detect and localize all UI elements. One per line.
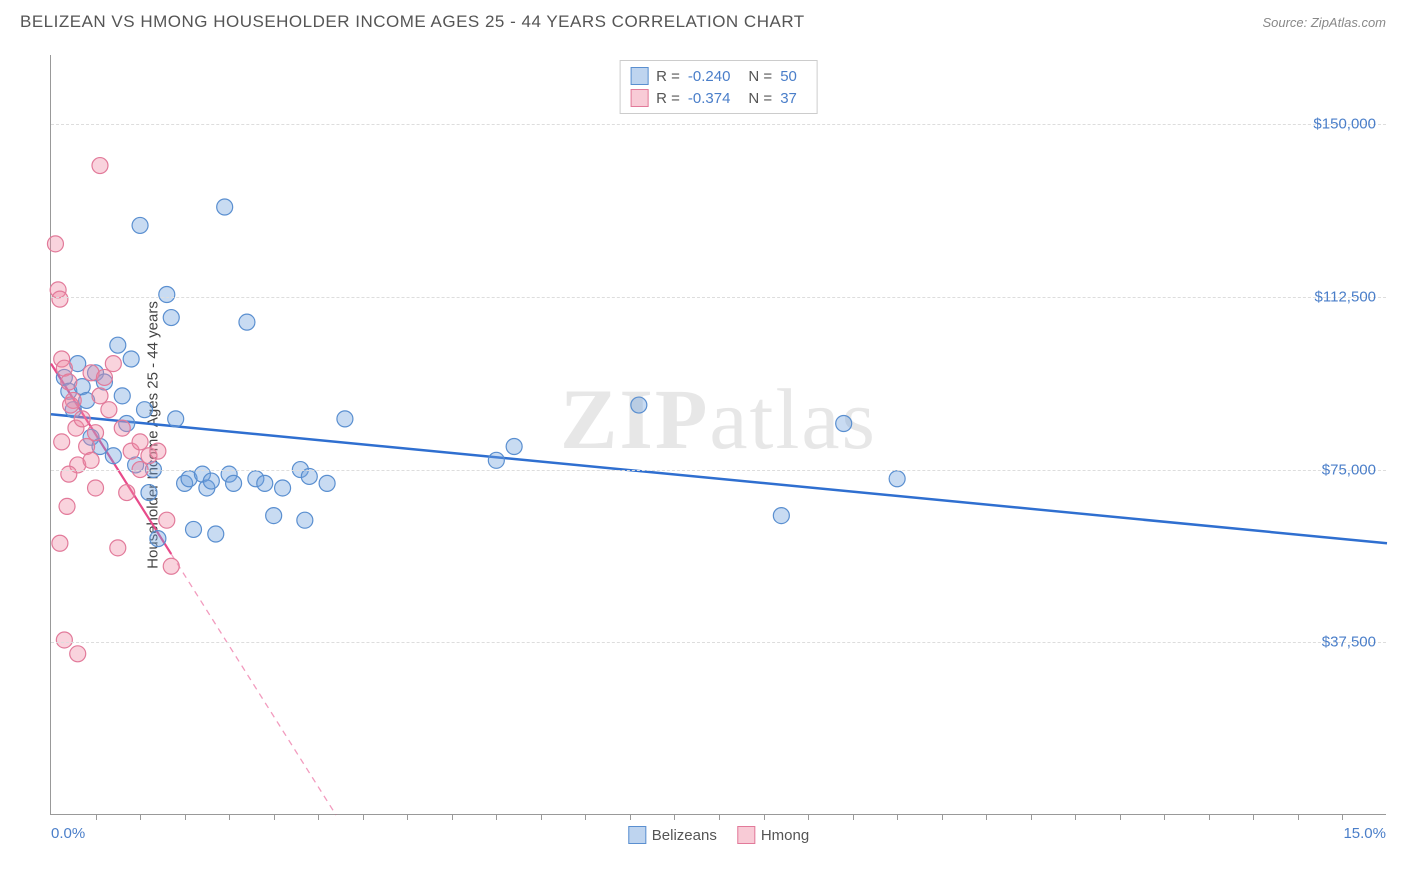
x-tick (229, 814, 230, 820)
x-tick (1298, 814, 1299, 820)
swatch-blue-icon (630, 67, 648, 85)
x-tick (853, 814, 854, 820)
plot-area: Householder Income Ages 25 - 44 years ZI… (50, 55, 1386, 815)
x-tick (407, 814, 408, 820)
x-tick (1120, 814, 1121, 820)
stat-n-label: N = (748, 90, 772, 107)
stat-r-label: R = (656, 68, 680, 85)
gridline (51, 124, 1386, 125)
x-tick (496, 814, 497, 820)
x-tick (185, 814, 186, 820)
x-tick (1342, 814, 1343, 820)
scatter-svg (51, 55, 1386, 814)
x-tick (1209, 814, 1210, 820)
stats-row-belizeans: R = -0.240 N = 50 (630, 65, 807, 87)
chart-source: Source: ZipAtlas.com (1262, 15, 1386, 30)
y-tick-label: $150,000 (1313, 116, 1376, 133)
x-tick (1164, 814, 1165, 820)
x-tick (140, 814, 141, 820)
stats-legend: R = -0.240 N = 50 R = -0.374 N = 37 (619, 60, 818, 114)
x-axis-min-label: 0.0% (51, 825, 85, 842)
stats-row-hmong: R = -0.374 N = 37 (630, 87, 807, 109)
x-axis-max-label: 15.0% (1343, 825, 1386, 842)
stat-n-label: N = (748, 68, 772, 85)
x-tick (318, 814, 319, 820)
x-tick (274, 814, 275, 820)
gridline (51, 297, 1386, 298)
x-tick (1075, 814, 1076, 820)
chart-title: BELIZEAN VS HMONG HOUSEHOLDER INCOME AGE… (20, 12, 805, 32)
stat-r-value-1: -0.374 (688, 90, 731, 107)
x-tick (764, 814, 765, 820)
x-tick (897, 814, 898, 820)
x-tick (541, 814, 542, 820)
legend-item-belizeans: Belizeans (628, 826, 717, 844)
y-tick-label: $37,500 (1322, 634, 1376, 651)
x-tick (96, 814, 97, 820)
legend-label-0: Belizeans (652, 827, 717, 844)
stat-r-label: R = (656, 90, 680, 107)
swatch-blue-icon (628, 826, 646, 844)
legend-bottom: Belizeans Hmong (628, 826, 809, 844)
x-tick (1031, 814, 1032, 820)
x-tick (363, 814, 364, 820)
x-tick (452, 814, 453, 820)
x-tick (808, 814, 809, 820)
x-tick (986, 814, 987, 820)
legend-label-1: Hmong (761, 827, 809, 844)
x-tick (719, 814, 720, 820)
swatch-pink-icon (737, 826, 755, 844)
y-tick-label: $112,500 (1315, 288, 1376, 305)
swatch-pink-icon (630, 89, 648, 107)
x-tick (1253, 814, 1254, 820)
stat-r-value-0: -0.240 (688, 68, 731, 85)
x-tick (585, 814, 586, 820)
stat-n-value-0: 50 (780, 68, 797, 85)
x-tick (674, 814, 675, 820)
x-tick (942, 814, 943, 820)
chart-header: BELIZEAN VS HMONG HOUSEHOLDER INCOME AGE… (0, 0, 1406, 40)
y-tick-label: $75,000 (1322, 461, 1376, 478)
gridline (51, 642, 1386, 643)
stat-n-value-1: 37 (780, 90, 797, 107)
legend-item-hmong: Hmong (737, 826, 809, 844)
x-tick (630, 814, 631, 820)
gridline (51, 470, 1386, 471)
